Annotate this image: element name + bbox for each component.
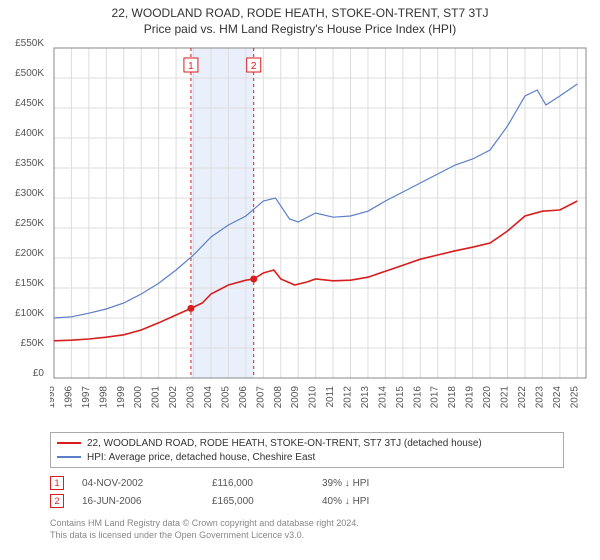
legend-label-hpi: HPI: Average price, detached house, Ches… [87,452,315,463]
svg-text:2011: 2011 [325,386,336,408]
footer: Contains HM Land Registry data © Crown c… [50,518,359,541]
legend-label-property: 22, WOODLAND ROAD, RODE HEATH, STOKE-ON-… [87,438,482,449]
sale-date: 04-NOV-2002 [82,478,212,489]
sale-price: £116,000 [212,478,322,489]
svg-text:2003: 2003 [186,386,197,409]
svg-text:2012: 2012 [343,386,354,409]
page-title-line1: 22, WOODLAND ROAD, RODE HEATH, STOKE-ON-… [0,6,600,20]
y-tick-label: £550K [15,38,44,49]
svg-text:2006: 2006 [238,386,249,409]
svg-text:2: 2 [251,61,257,72]
y-tick-label: £50K [21,338,44,349]
y-tick-label: £200K [15,248,44,259]
svg-text:1997: 1997 [81,386,92,409]
svg-text:1995: 1995 [50,386,57,409]
svg-text:2014: 2014 [377,386,388,409]
sale-hpi: 39% ↓ HPI [322,478,422,489]
y-tick-label: £100K [15,308,44,319]
svg-text:1996: 1996 [63,386,74,409]
page-title-line2: Price paid vs. HM Land Registry's House … [0,22,600,36]
footer-line1: Contains HM Land Registry data © Crown c… [50,518,359,530]
svg-text:2018: 2018 [447,386,458,409]
svg-text:2000: 2000 [133,386,144,409]
sale-row: 1 04-NOV-2002 £116,000 39% ↓ HPI [50,474,550,492]
svg-text:2010: 2010 [308,386,319,409]
svg-text:2023: 2023 [534,386,545,409]
legend-swatch-hpi [57,456,81,458]
svg-text:2009: 2009 [290,386,301,409]
y-tick-label: £500K [15,68,44,79]
footer-line2: This data is licensed under the Open Gov… [50,530,359,542]
svg-text:2019: 2019 [465,386,476,409]
legend-item-hpi: HPI: Average price, detached house, Ches… [57,450,557,464]
svg-text:2007: 2007 [255,386,266,409]
legend-item-property: 22, WOODLAND ROAD, RODE HEATH, STOKE-ON-… [57,436,557,450]
svg-text:2015: 2015 [395,386,406,409]
svg-text:2017: 2017 [430,386,441,409]
svg-text:2013: 2013 [360,386,371,409]
sales-table: 1 04-NOV-2002 £116,000 39% ↓ HPI 2 16-JU… [50,474,550,510]
price-chart: 1995 1996 1997 1998 1999 2000 2001 2002 2003 2004… [50,44,590,414]
svg-text:2021: 2021 [500,386,511,409]
svg-text:1998: 1998 [98,386,109,409]
sale-price: £165,000 [212,496,322,507]
svg-text:2008: 2008 [273,386,284,409]
svg-text:2020: 2020 [482,386,493,409]
legend-swatch-property [57,442,81,444]
y-tick-label: £450K [15,98,44,109]
svg-text:1: 1 [188,61,194,72]
y-tick-label: £0 [33,368,44,379]
sale-marker-1: 1 [50,476,64,490]
y-tick-label: £150K [15,278,44,289]
svg-text:2002: 2002 [168,386,179,409]
svg-text:2016: 2016 [412,386,423,409]
y-tick-label: £300K [15,188,44,199]
sale-row: 2 16-JUN-2006 £165,000 40% ↓ HPI [50,492,550,510]
sale-marker-2: 2 [50,494,64,508]
svg-text:1999: 1999 [116,386,127,409]
y-tick-label: £250K [15,218,44,229]
legend: 22, WOODLAND ROAD, RODE HEATH, STOKE-ON-… [50,432,564,468]
svg-text:2024: 2024 [552,386,563,409]
svg-text:2001: 2001 [151,386,162,409]
svg-text:2025: 2025 [569,386,580,409]
svg-text:2005: 2005 [220,386,231,409]
y-tick-label: £400K [15,128,44,139]
sale-date: 16-JUN-2006 [82,496,212,507]
svg-text:2022: 2022 [517,386,528,409]
svg-text:2004: 2004 [203,386,214,409]
sale-hpi: 40% ↓ HPI [322,496,422,507]
y-tick-label: £350K [15,158,44,169]
